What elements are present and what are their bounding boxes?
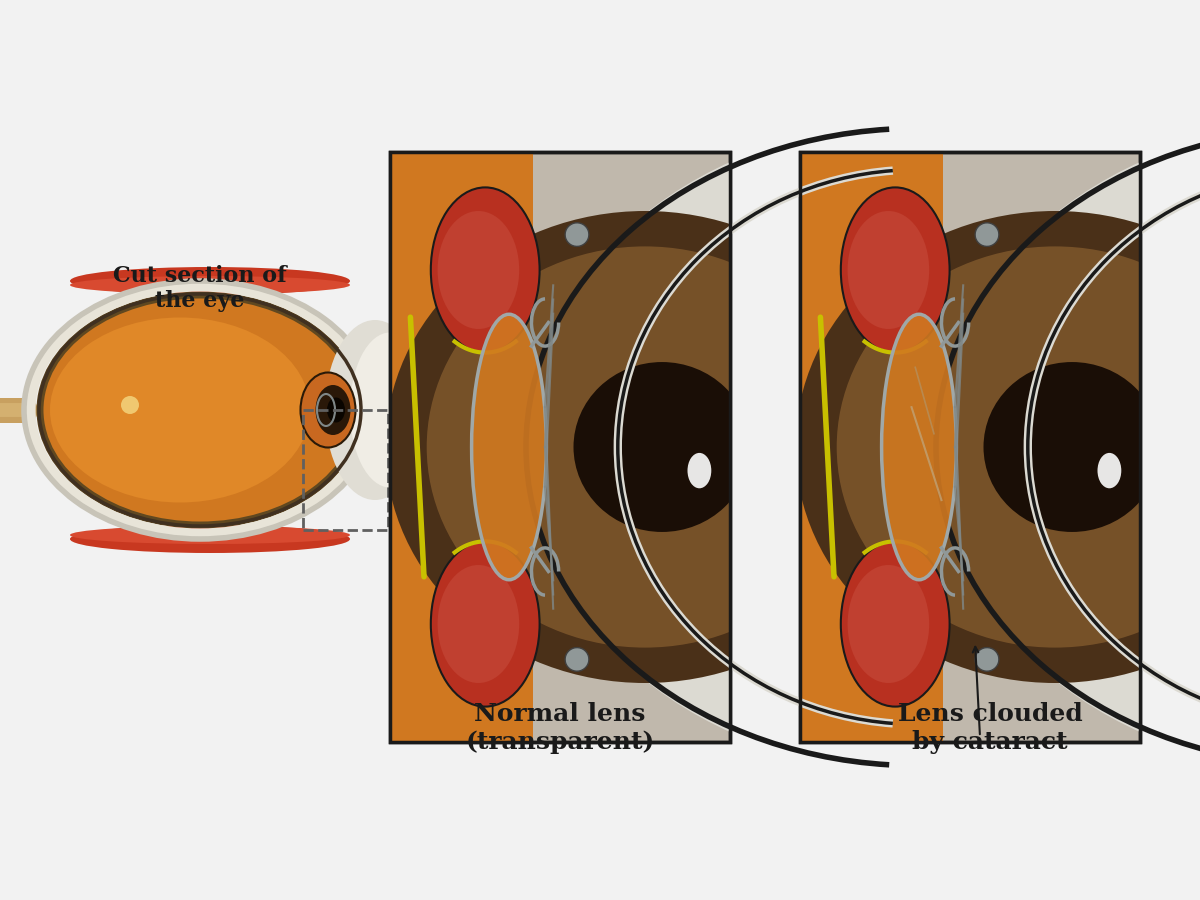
Ellipse shape: [709, 196, 1158, 698]
Ellipse shape: [1120, 196, 1200, 698]
Ellipse shape: [574, 362, 750, 532]
Bar: [390, 152, 533, 742]
Ellipse shape: [841, 187, 949, 353]
Ellipse shape: [70, 526, 350, 544]
Ellipse shape: [326, 398, 346, 422]
Bar: [800, 152, 943, 742]
Ellipse shape: [316, 385, 350, 435]
Ellipse shape: [976, 223, 998, 247]
Ellipse shape: [70, 267, 350, 295]
Ellipse shape: [565, 648, 589, 671]
Bar: [800, 152, 1140, 742]
Ellipse shape: [984, 362, 1160, 532]
Ellipse shape: [847, 565, 929, 683]
Ellipse shape: [882, 314, 956, 580]
Ellipse shape: [688, 453, 712, 489]
Ellipse shape: [936, 122, 1200, 771]
Bar: [390, 152, 730, 742]
Ellipse shape: [526, 122, 1200, 771]
Ellipse shape: [847, 211, 929, 329]
Ellipse shape: [70, 525, 350, 553]
Ellipse shape: [438, 565, 520, 683]
Ellipse shape: [427, 247, 863, 648]
Ellipse shape: [565, 223, 589, 247]
Ellipse shape: [841, 542, 949, 706]
Ellipse shape: [431, 542, 540, 706]
Ellipse shape: [472, 314, 546, 580]
Bar: [800, 152, 1140, 742]
Ellipse shape: [40, 295, 360, 525]
Text: Normal lens
(transparent): Normal lens (transparent): [466, 702, 655, 754]
Ellipse shape: [300, 373, 355, 447]
Text: Lens clouded
by cataract: Lens clouded by cataract: [898, 702, 1082, 754]
Ellipse shape: [121, 396, 139, 414]
Ellipse shape: [1098, 453, 1121, 489]
Ellipse shape: [325, 320, 425, 500]
Text: Cut section of
the eye: Cut section of the eye: [113, 265, 287, 312]
Bar: [390, 152, 730, 742]
Ellipse shape: [796, 211, 1200, 683]
Ellipse shape: [431, 187, 540, 353]
Ellipse shape: [50, 318, 310, 502]
Ellipse shape: [70, 276, 350, 294]
Ellipse shape: [976, 648, 998, 671]
Ellipse shape: [385, 211, 905, 683]
Ellipse shape: [836, 247, 1200, 648]
Ellipse shape: [350, 332, 430, 488]
Bar: [302, 410, 388, 530]
Ellipse shape: [438, 211, 520, 329]
